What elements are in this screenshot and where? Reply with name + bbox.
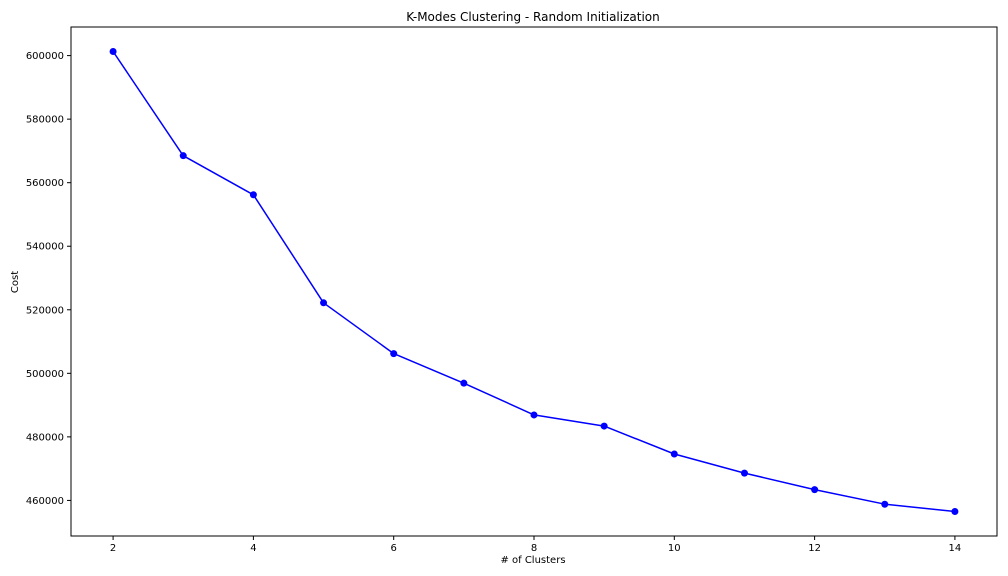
chart-title: K-Modes Clustering - Random Initializati…	[406, 10, 659, 24]
y-axis-label: Cost	[10, 271, 21, 293]
data-point	[320, 299, 328, 307]
x-tick-label: 6	[391, 543, 397, 554]
series-line	[112, 51, 955, 513]
series-group	[109, 47, 959, 516]
x-axis: 2 4 6 8 10 12 14	[110, 536, 961, 554]
data-point	[179, 152, 187, 160]
data-point	[530, 411, 538, 419]
y-tick-label: 580000	[26, 115, 64, 126]
data-point	[740, 469, 748, 477]
y-tick-label: 480000	[26, 432, 64, 443]
data-point	[460, 379, 468, 387]
data-point	[881, 500, 889, 508]
data-point	[390, 350, 398, 358]
y-tick-label: 600000	[26, 51, 64, 62]
x-axis-label: # of Clusters	[500, 555, 565, 566]
y-axis: 460000 480000 500000 520000 540000 560000 5800…	[26, 51, 71, 507]
data-point	[109, 47, 117, 55]
y-tick-label: 500000	[26, 369, 64, 380]
y-tick-label: 520000	[26, 305, 64, 316]
x-tick-label: 2	[110, 543, 116, 554]
data-point	[811, 486, 819, 494]
x-tick-label: 10	[668, 543, 681, 554]
plot-frame	[70, 26, 998, 537]
y-tick-label: 460000	[26, 496, 64, 507]
plot-area	[70, 26, 998, 537]
data-point	[670, 450, 678, 458]
y-tick-label: 540000	[26, 242, 64, 253]
x-tick-label: 4	[250, 543, 256, 554]
y-tick-label: 560000	[26, 178, 64, 189]
data-point	[600, 422, 608, 430]
x-tick-label: 12	[808, 543, 821, 554]
data-point	[951, 508, 959, 516]
data-point	[249, 191, 257, 199]
x-tick-label: 14	[949, 543, 962, 554]
x-tick-label: 8	[531, 543, 537, 554]
